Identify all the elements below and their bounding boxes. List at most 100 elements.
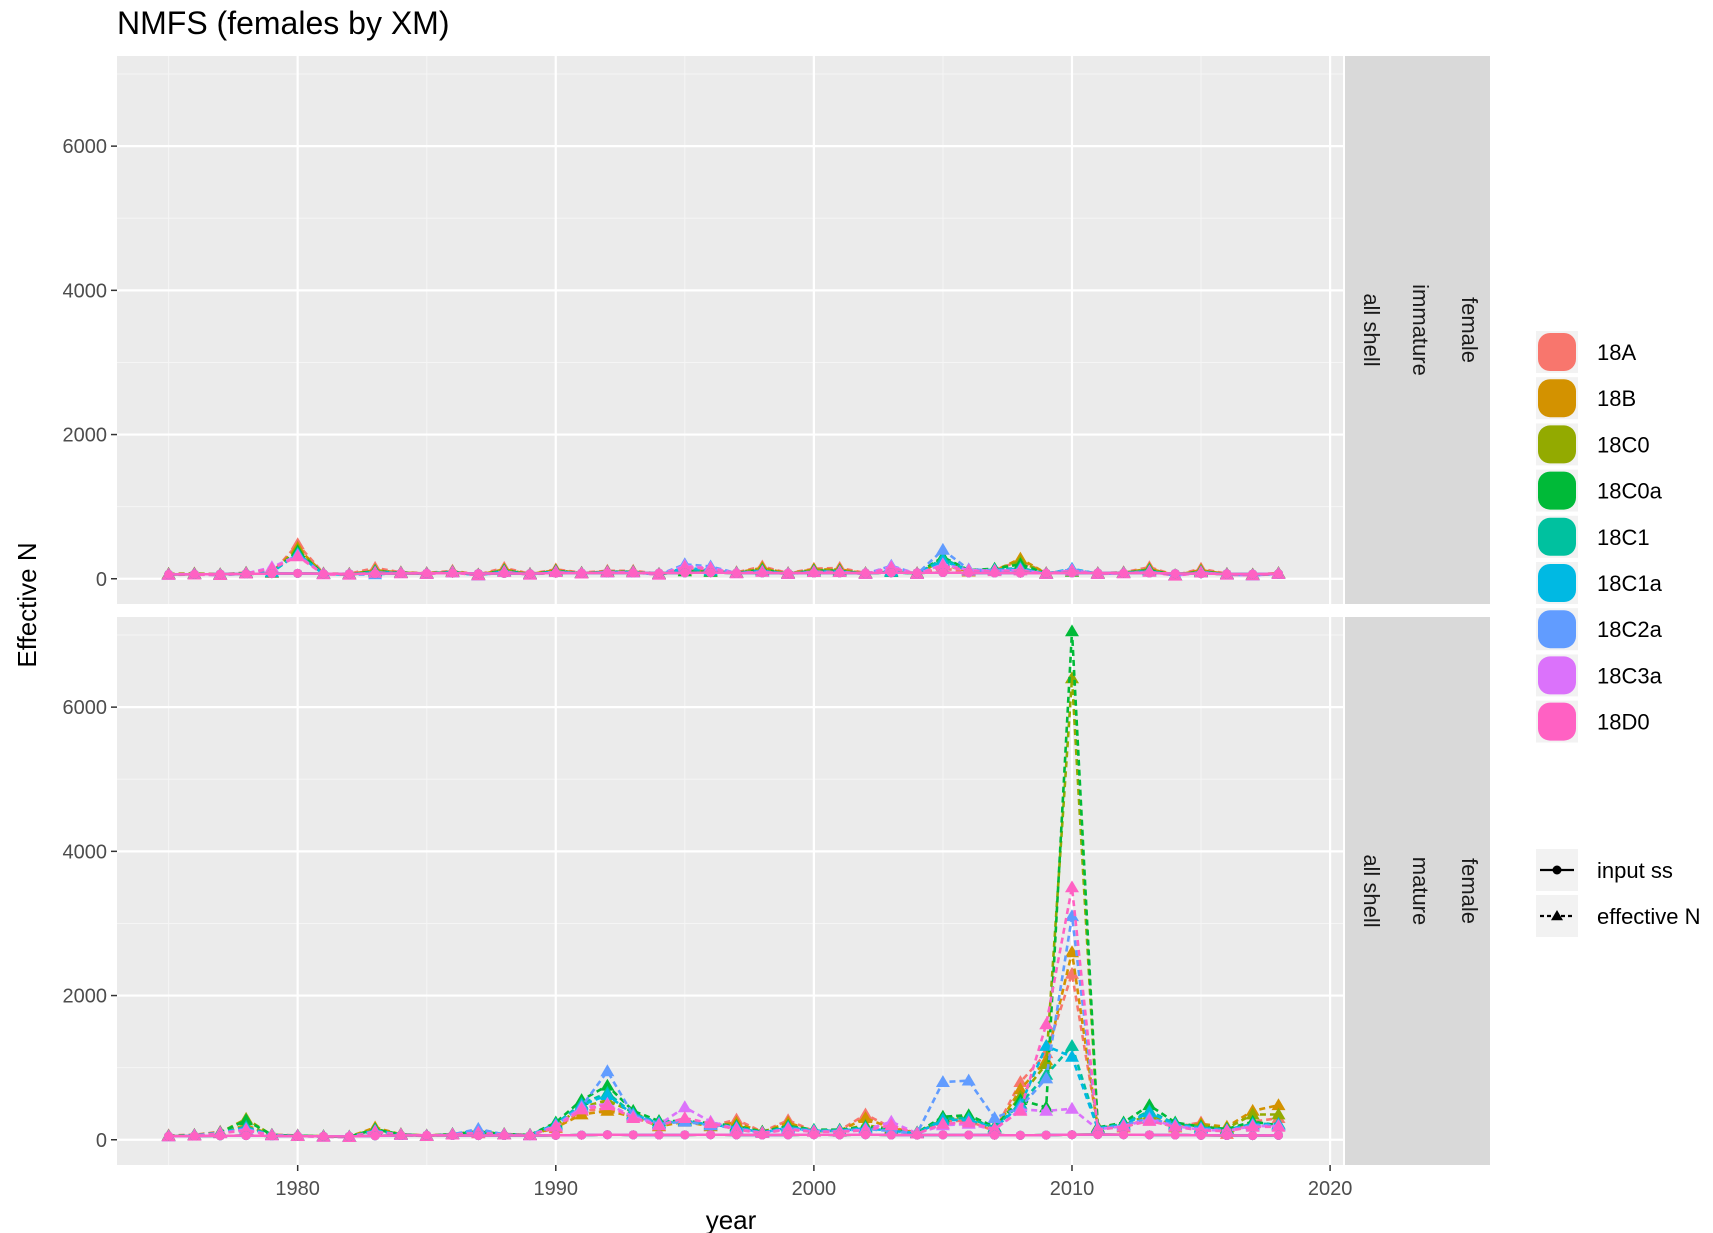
point-input-ss xyxy=(1144,568,1154,578)
x-tick-label: 2010 xyxy=(1050,1178,1095,1200)
point-effective-n xyxy=(1116,1119,1131,1132)
x-tick-label: 1990 xyxy=(534,1178,579,1200)
point-input-ss xyxy=(318,1131,328,1141)
point-input-ss xyxy=(551,1130,561,1140)
y-axis: 0 2000 4000 6000 0 2000 4000 6000 xyxy=(63,136,117,1152)
point-input-ss xyxy=(1196,569,1206,579)
point-input-ss xyxy=(499,1130,509,1140)
point-effective-n xyxy=(290,549,305,562)
point-effective-n xyxy=(1013,1082,1028,1095)
point-input-ss xyxy=(602,1130,612,1140)
point-input-ss xyxy=(964,568,974,578)
point-input-ss xyxy=(318,569,328,579)
point-effective-n xyxy=(1039,1071,1054,1084)
point-input-ss xyxy=(964,1130,974,1140)
facet-label: all shell xyxy=(1359,854,1384,927)
y-tick-label: 6000 xyxy=(63,136,108,158)
point-input-ss xyxy=(1222,569,1232,579)
point-effective-n xyxy=(858,1111,873,1123)
point-input-ss xyxy=(757,1130,767,1140)
point-effective-n xyxy=(1065,624,1079,637)
point-effective-n xyxy=(1245,1107,1260,1120)
legend-swatch xyxy=(1538,517,1576,556)
legend-label: 18D0 xyxy=(1597,710,1650,735)
point-effective-n xyxy=(884,560,899,573)
point-effective-n xyxy=(1271,1107,1286,1120)
y-tick-label: 4000 xyxy=(63,280,108,302)
facet-label: all shell xyxy=(1359,293,1384,366)
point-input-ss xyxy=(861,568,871,578)
point-input-ss xyxy=(861,1130,871,1140)
point-input-ss xyxy=(809,1130,819,1140)
y-tick-label: 2000 xyxy=(63,425,108,447)
point-input-ss xyxy=(1067,568,1077,578)
y-tick-label: 6000 xyxy=(63,697,108,719)
point-input-ss xyxy=(1248,569,1258,579)
point-input-ss xyxy=(990,1130,1000,1140)
point-input-ss xyxy=(473,569,483,579)
legend-marker xyxy=(1551,910,1563,921)
point-effective-n xyxy=(703,1116,718,1129)
point-input-ss xyxy=(1222,1130,1232,1140)
point-effective-n xyxy=(600,1078,615,1091)
point-input-ss xyxy=(835,1130,845,1140)
point-input-ss xyxy=(1067,1130,1077,1140)
point-input-ss xyxy=(654,1130,664,1140)
point-effective-n xyxy=(1271,1119,1286,1132)
point-input-ss xyxy=(1248,1131,1258,1141)
point-effective-n xyxy=(987,1111,1002,1123)
legend-label: 18C1 xyxy=(1597,525,1650,550)
point-effective-n xyxy=(626,1111,641,1123)
point-input-ss xyxy=(396,1130,406,1140)
point-effective-n xyxy=(677,1100,692,1113)
legend-label: effective N xyxy=(1597,904,1701,929)
legend-colour: 18A 18B 18C0 18C0a 18C1 18C1a 18C2a 18C3a 18D0 xyxy=(1536,331,1663,743)
x-tick-label: 2020 xyxy=(1308,1178,1353,1200)
point-input-ss xyxy=(215,1131,225,1141)
point-effective-n xyxy=(1065,1039,1079,1051)
point-input-ss xyxy=(783,568,793,578)
point-input-ss xyxy=(912,568,922,578)
point-input-ss xyxy=(1015,1130,1025,1140)
point-input-ss xyxy=(448,1130,458,1140)
legend-swatch xyxy=(1538,379,1576,418)
point-input-ss xyxy=(551,568,561,578)
facet-strip xyxy=(1345,56,1490,604)
point-input-ss xyxy=(938,1130,948,1140)
y-tick-label: 0 xyxy=(96,1130,107,1152)
point-effective-n xyxy=(677,1111,692,1123)
panel-immature: all shell immature female xyxy=(117,56,1490,604)
point-input-ss xyxy=(1196,1130,1206,1140)
series-line-effective-n xyxy=(168,951,1279,1139)
point-effective-n xyxy=(600,1064,615,1077)
legend-label: 18C1a xyxy=(1597,571,1663,596)
point-input-ss xyxy=(886,1130,896,1140)
point-input-ss xyxy=(628,568,638,578)
point-input-ss xyxy=(189,569,199,579)
point-input-ss xyxy=(241,1131,251,1141)
point-input-ss xyxy=(731,568,741,578)
point-input-ss xyxy=(886,568,896,578)
point-input-ss xyxy=(912,1130,922,1140)
point-input-ss xyxy=(344,1131,354,1141)
point-input-ss xyxy=(628,1130,638,1140)
point-input-ss xyxy=(577,1130,587,1140)
point-effective-n xyxy=(961,1115,976,1128)
point-input-ss xyxy=(241,569,251,579)
point-input-ss xyxy=(267,569,277,579)
legend-label: 18B xyxy=(1597,386,1636,411)
point-input-ss xyxy=(1273,1130,1283,1140)
point-input-ss xyxy=(293,1131,303,1141)
point-effective-n xyxy=(1039,1039,1054,1051)
legend-swatch xyxy=(1538,425,1576,464)
point-input-ss xyxy=(370,569,380,579)
point-effective-n xyxy=(1065,1049,1079,1062)
point-effective-n xyxy=(239,1113,254,1126)
facet-label: female xyxy=(1457,858,1482,924)
point-effective-n xyxy=(652,1118,666,1131)
legend-label: 18C0a xyxy=(1597,479,1663,504)
facet-label: mature xyxy=(1408,857,1433,925)
point-effective-n xyxy=(935,542,950,555)
point-effective-n xyxy=(1039,1103,1054,1116)
point-input-ss xyxy=(525,569,535,579)
